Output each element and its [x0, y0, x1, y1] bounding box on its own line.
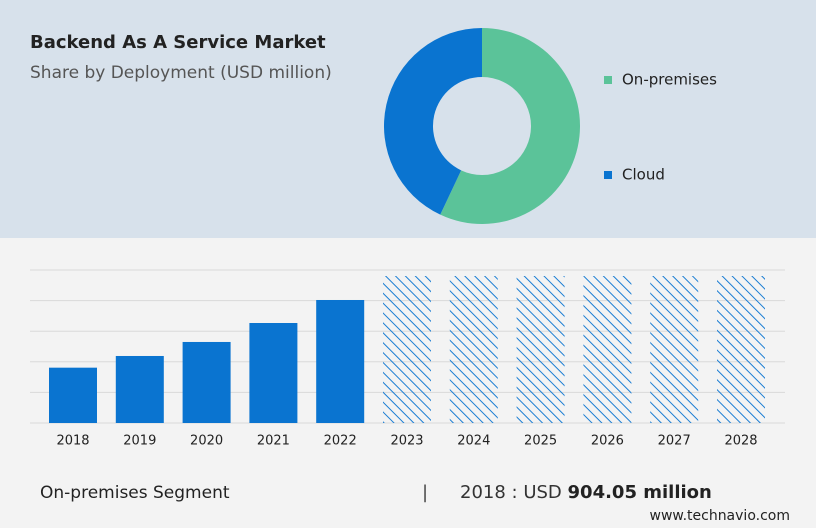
legend-label: On-premises: [622, 71, 717, 89]
x-tick-label: 2025: [524, 434, 557, 449]
x-tick-label: 2028: [724, 434, 757, 449]
legend-swatch: [604, 171, 612, 179]
x-tick-label: 2022: [324, 434, 357, 449]
x-tick-label: 2021: [257, 434, 290, 449]
x-tick-label: 2023: [390, 434, 423, 449]
footer-value: 2018 : USD 904.05 million: [460, 482, 712, 503]
x-tick-label: 2027: [658, 434, 691, 449]
segment-label: On-premises Segment: [40, 483, 230, 503]
legend-swatch: [604, 76, 612, 84]
chart-title: Backend As A Service Market: [30, 32, 326, 53]
x-tick-label: 2020: [190, 434, 223, 449]
x-tick-label: 2019: [123, 434, 156, 449]
source: www.technavio.com: [650, 508, 791, 524]
x-tick-label: 2018: [56, 434, 89, 449]
donut-segment: [383, 27, 482, 215]
forecast-placeholder: [449, 276, 498, 423]
chart-subtitle: Share by Deployment (USD million): [30, 63, 332, 83]
x-tick-label: 2024: [457, 434, 490, 449]
donut-segment: [440, 28, 580, 224]
forecast-placeholder: [717, 276, 765, 423]
forecast-placeholder: [516, 276, 565, 423]
legend-label: Cloud: [622, 166, 665, 184]
forecast-placeholder: [383, 276, 431, 423]
bar: [182, 341, 231, 423]
bar: [316, 299, 365, 423]
value-text: 904.05 million: [568, 482, 712, 503]
x-tick-label: 2026: [591, 434, 624, 449]
bar: [115, 355, 164, 423]
bar: [249, 322, 298, 423]
forecast-placeholder: [583, 276, 632, 423]
forecast-placeholder: [650, 276, 699, 423]
bar: [49, 367, 97, 423]
year-label: 2018 : USD: [460, 482, 562, 503]
separator: |: [422, 482, 428, 503]
